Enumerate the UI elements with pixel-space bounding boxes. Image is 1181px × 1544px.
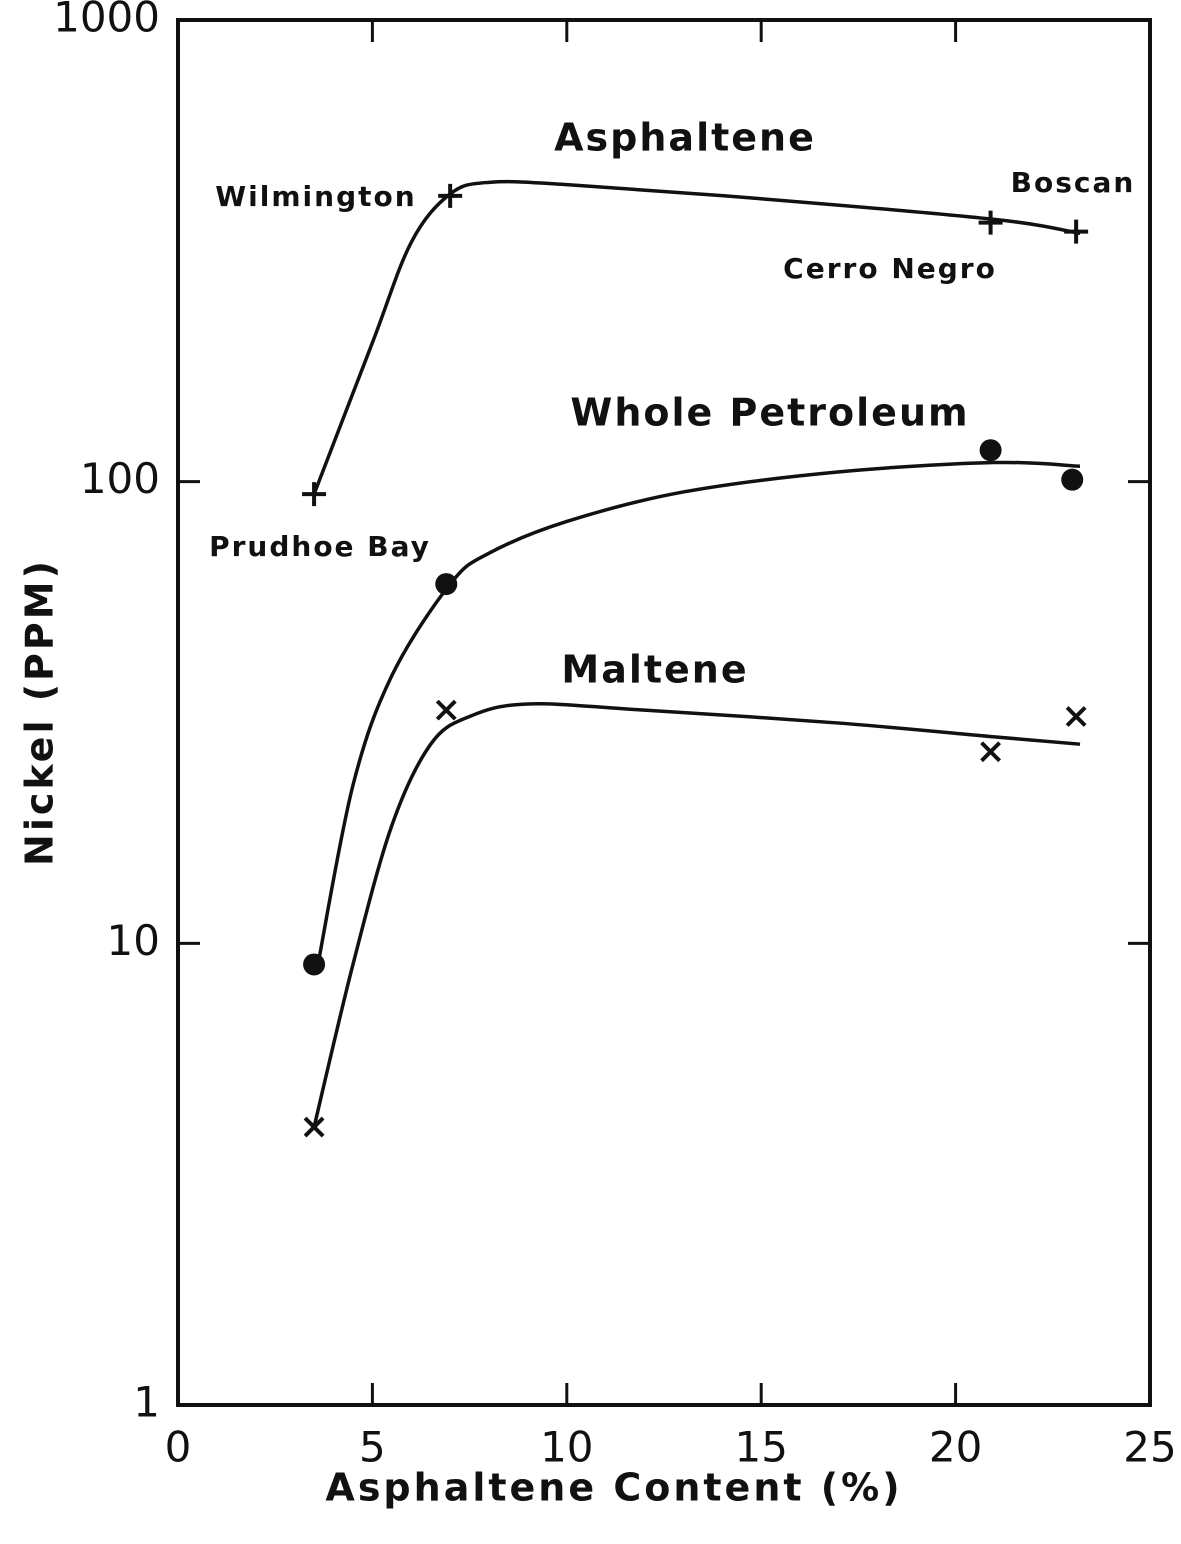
y-axis-label: Nickel (PPM) xyxy=(18,558,62,866)
annotation: Prudhoe Bay xyxy=(209,530,431,563)
point xyxy=(435,573,458,596)
annotation: Cerro Negro xyxy=(783,252,997,285)
fit-curve xyxy=(316,460,1081,965)
plot-frame xyxy=(176,18,1152,1407)
fit-curve xyxy=(312,702,1081,1128)
point xyxy=(1064,219,1089,244)
annotation: Wilmington xyxy=(215,180,416,213)
x-tick-label: 20 xyxy=(929,1423,982,1472)
x-tick-label: 25 xyxy=(1123,1423,1176,1472)
point xyxy=(980,741,1002,763)
point xyxy=(978,210,1003,235)
series-label: Whole Petroleum xyxy=(570,391,969,435)
x-axis-label: Asphaltene Content (%) xyxy=(325,1466,902,1510)
point xyxy=(302,482,327,507)
point xyxy=(979,439,1002,462)
y-tick-label: 1000 xyxy=(53,0,160,42)
point xyxy=(438,183,463,208)
series-label: Maltene xyxy=(561,648,748,692)
x-tick-label: 15 xyxy=(734,1423,787,1472)
x-tick-label: 5 xyxy=(359,1423,386,1472)
x-tick-label: 10 xyxy=(540,1423,593,1472)
y-tick-label: 10 xyxy=(107,916,160,965)
fit-curve xyxy=(312,179,1081,495)
point xyxy=(1065,706,1087,727)
series-label: Asphaltene xyxy=(554,116,816,160)
x-tick-label: 0 xyxy=(165,1423,192,1472)
point xyxy=(303,1116,325,1138)
point xyxy=(435,699,457,721)
point xyxy=(1061,468,1084,491)
y-tick-label: 100 xyxy=(80,454,160,503)
annotation: Boscan xyxy=(1011,166,1136,199)
point xyxy=(303,953,326,976)
y-tick-label: 1 xyxy=(133,1378,160,1427)
